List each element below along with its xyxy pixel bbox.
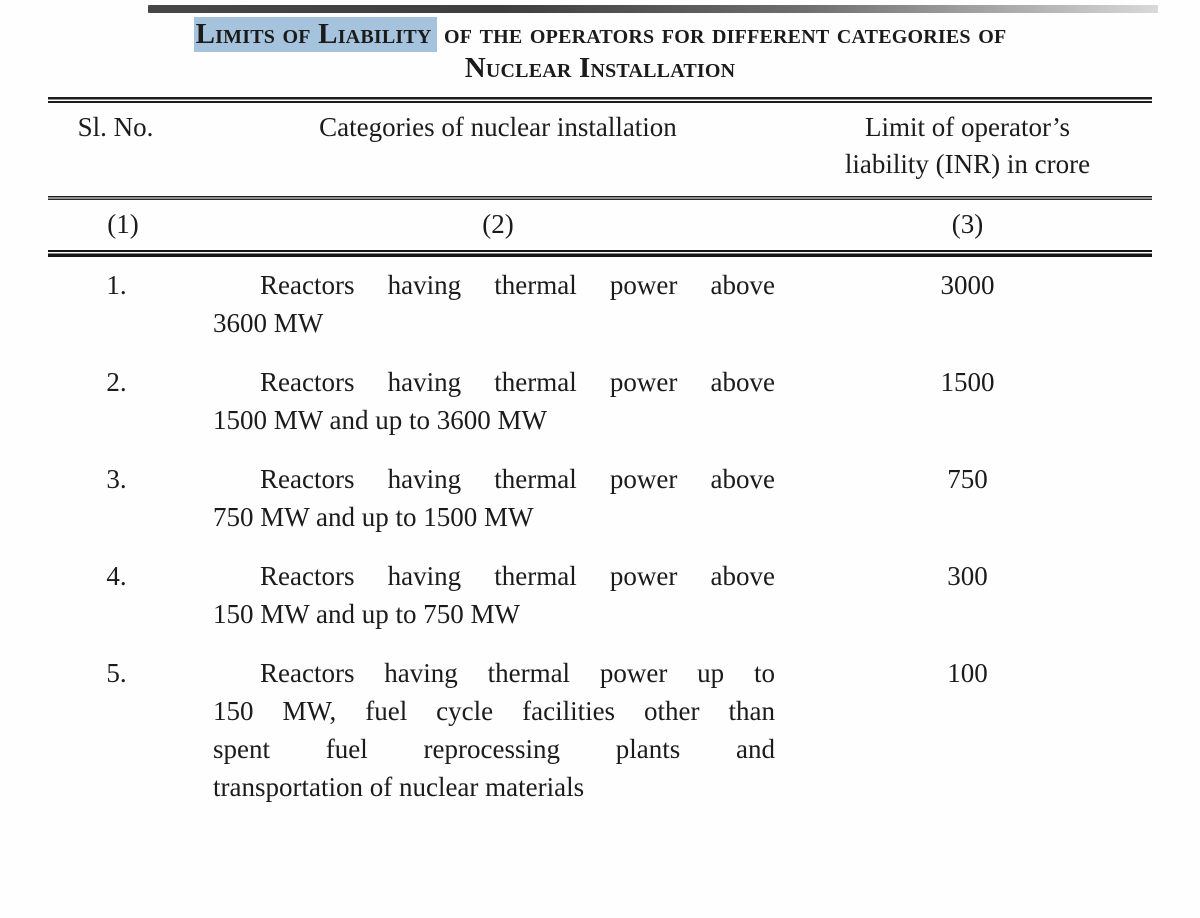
category-line: Reactors having thermal power up to bbox=[260, 658, 775, 688]
table-row-4: 4. Reactors having thermal power above 1… bbox=[48, 557, 1152, 633]
table-rule-top bbox=[48, 97, 1152, 103]
category-line: 150 MW, fuel cycle facilities other than bbox=[213, 696, 775, 726]
category-line: spent fuel reprocessing plants and bbox=[213, 734, 775, 764]
table-body: 1. Reactors having thermal power above 3… bbox=[48, 257, 1152, 806]
category-line: 3600 MW bbox=[213, 308, 324, 338]
row-sl-no: 5. bbox=[106, 658, 127, 688]
table-row-3: 3. Reactors having thermal power above 7… bbox=[48, 460, 1152, 536]
category-line: Reactors having thermal power above bbox=[260, 464, 775, 494]
category-line: transportation of nuclear materials bbox=[213, 772, 585, 802]
row-limit-value: 3000 bbox=[940, 270, 995, 300]
header-limit-line-1: Limit of operator’s bbox=[865, 112, 1070, 142]
liability-table: Sl. No. Categories of nuclear installati… bbox=[48, 97, 1152, 827]
scan-crop-artifact-bar bbox=[148, 5, 1158, 13]
row-limit-value: 750 bbox=[947, 464, 988, 494]
row-category: Reactors having thermal power up to 150 … bbox=[213, 654, 775, 806]
index-col-2: (2) bbox=[482, 209, 514, 239]
index-col-3: (3) bbox=[951, 209, 984, 239]
category-line: Reactors having thermal power above bbox=[260, 270, 775, 300]
index-col-1: (1) bbox=[107, 209, 139, 239]
table-rule-below-header bbox=[48, 196, 1152, 200]
category-line: 150 MW and up to 750 MW bbox=[213, 599, 520, 629]
row-category: Reactors having thermal power above 150 … bbox=[213, 557, 775, 633]
title-line1-rest: of the operators for different categorie… bbox=[436, 18, 1007, 50]
header-limit-line-2: liability (INR) in crore bbox=[844, 149, 1091, 179]
document-title: Limits of Liability of the operators for… bbox=[0, 17, 1200, 85]
header-categories: Categories of nuclear installation bbox=[319, 112, 677, 142]
category-line: 750 MW and up to 1500 MW bbox=[213, 502, 534, 532]
title-highlight: Limits of Liability bbox=[193, 17, 437, 52]
table-rule-below-index bbox=[48, 250, 1152, 257]
row-sl-no: 4. bbox=[106, 561, 127, 591]
category-line: Reactors having thermal power above bbox=[260, 367, 775, 397]
header-limit: Limit of operator’s liability (INR) in c… bbox=[783, 109, 1152, 196]
title-line-2: Nuclear Installation bbox=[464, 52, 736, 84]
title-line-1: Limits of Liability of the operators for… bbox=[0, 17, 1200, 52]
row-limit-value: 100 bbox=[947, 658, 988, 688]
row-sl-no: 1. bbox=[106, 270, 127, 300]
category-line: Reactors having thermal power above bbox=[260, 561, 775, 591]
row-sl-no: 3. bbox=[106, 464, 127, 494]
table-row-5: 5. Reactors having thermal power up to 1… bbox=[48, 654, 1152, 806]
header-sl-no: Sl. No. bbox=[77, 112, 154, 142]
row-category: Reactors having thermal power above 750 … bbox=[213, 460, 775, 536]
table-row-2: 2. Reactors having thermal power above 1… bbox=[48, 363, 1152, 439]
row-limit-value: 1500 bbox=[940, 367, 995, 397]
row-category: Reactors having thermal power above 3600… bbox=[213, 266, 775, 342]
category-line: 1500 MW and up to 3600 MW bbox=[213, 405, 547, 435]
table-row-1: 1. Reactors having thermal power above 3… bbox=[48, 266, 1152, 342]
table-header-row: Sl. No. Categories of nuclear installati… bbox=[48, 103, 1152, 196]
row-limit-value: 300 bbox=[947, 561, 988, 591]
row-category: Reactors having thermal power above 1500… bbox=[213, 363, 775, 439]
row-sl-no: 2. bbox=[106, 367, 127, 397]
column-index-row: (1) (2) (3) bbox=[48, 200, 1152, 250]
